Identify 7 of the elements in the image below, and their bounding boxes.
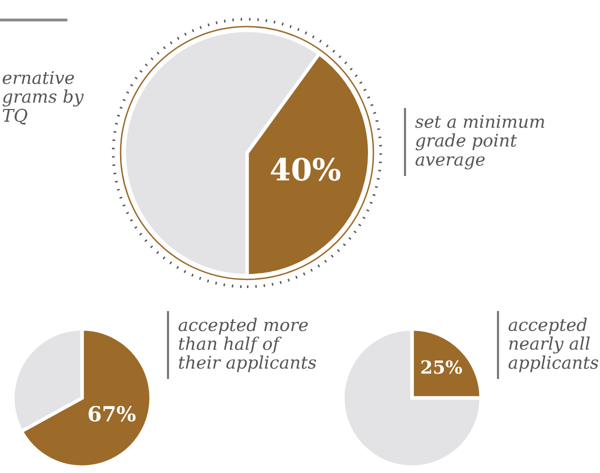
text: set a minimum grade point average bbox=[415, 114, 544, 170]
text: accepted nearly all applicants bbox=[508, 318, 598, 372]
text: ernative grams by TQ bbox=[2, 71, 84, 124]
data-label: 25% bbox=[421, 360, 462, 374]
data-label: 40% bbox=[270, 158, 340, 181]
data-label: 67% bbox=[88, 406, 136, 422]
text: accepted more than half of their applicants bbox=[178, 318, 316, 372]
